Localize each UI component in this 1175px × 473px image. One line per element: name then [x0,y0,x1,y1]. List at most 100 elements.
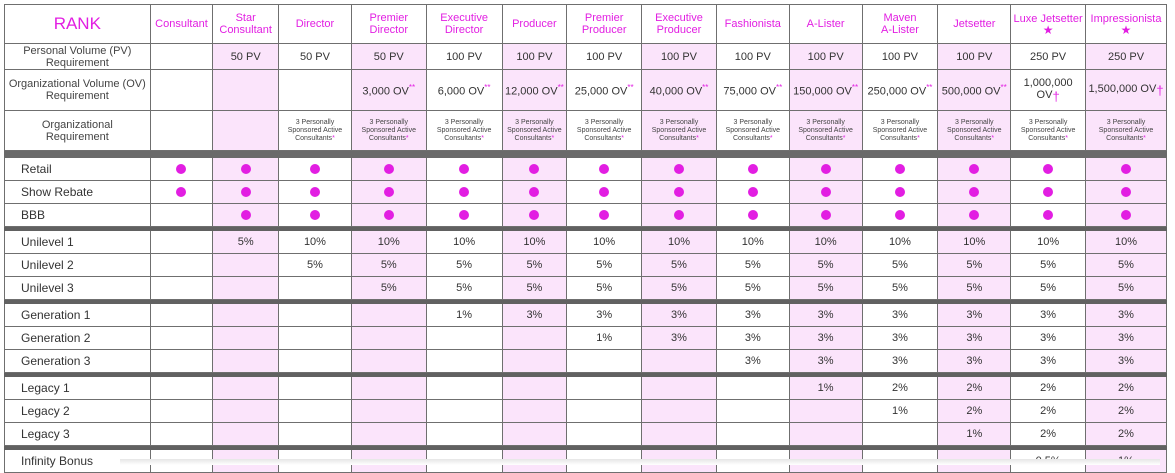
value-cell: 5% [350,253,427,277]
org-requirement-cell: 3 Personally Sponsored Active Consultants* [501,110,568,151]
benefit-cell [715,203,790,227]
value-cell: 5% [788,276,863,300]
rank-name-line1: Consultant [155,18,208,30]
org-requirement-line: 3 Personally [1028,118,1068,126]
benefit-row: Show Rebate [4,180,1167,204]
qualified-dot-icon [240,187,251,198]
benefit-cell [501,157,568,181]
row-label: Unilevel 3 [4,276,151,300]
table-row: Generation 2 1% 3% 3% 3% 3% 3% 3% 3% [4,326,1167,350]
benefit-cell [715,157,790,181]
value-cell: 3% [1010,326,1087,350]
org-requirement-cell [149,110,214,151]
value-cell: 10% [1010,230,1087,254]
benefit-cell [788,180,863,204]
asterisk-footnote-mark: * [696,134,699,142]
value-cell: 1% [566,326,643,350]
value-cell [715,376,790,400]
pv-value: 100 PV [501,43,568,70]
value-cell [212,422,280,446]
benefit-cell [861,157,939,181]
value-cell [212,276,280,300]
rank-name-line1: Premier [369,12,409,24]
pv-value [149,43,214,70]
value-cell: 2% [937,376,1012,400]
ov-value: 75,000 OV** [715,69,790,111]
asterisk-footnote-mark: * [1143,134,1146,142]
org-requirement-text: 3 Personally Sponsored Active Consultants* [503,119,566,143]
value-cell: 10% [788,230,863,254]
ov-value: 500,000 OV** [937,69,1012,111]
value-cell [425,349,503,373]
value-cell [350,326,427,350]
ov-value: 3,000 OV** [350,69,427,111]
value-cell [149,303,214,327]
separator-cell [278,150,352,158]
org-requirement-line: Sponsored Active [947,126,1002,134]
rank-column-header: Jetsetter [937,4,1012,44]
qualified-dot-icon [459,164,470,175]
qualified-dot-icon [529,164,540,175]
rank-column-header: Producer [501,4,568,44]
row-label: Retail [4,157,151,181]
value-cell [501,376,568,400]
ov-value [212,69,280,111]
benefit-cell [149,203,214,227]
value-cell: 2% [1085,399,1167,423]
org-requirement-row: Organizational Requirement 3 Personally Spo… [4,110,1167,151]
value-cell: 5% [566,253,643,277]
value-cell [641,399,717,423]
value-cell: 5% [1010,253,1087,277]
row-label: Personal Volume (PV) Requirement [4,43,151,70]
table-row: Unilevel 1 5% 10% 10% 10% 10% 10% 10% 10% 10% 10% 1… [4,230,1167,254]
benefit-cell [937,180,1012,204]
org-requirement-line: 3 Personally [444,118,484,126]
ov-value: 250,000 OV** [861,69,939,111]
value-cell: 5% [425,253,503,277]
org-requirement-text: 3 Personally Sponsored Active Consultants* [790,119,861,143]
value-cell: 3% [566,303,643,327]
org-requirement-line: Sponsored Active [576,126,632,134]
value-cell: 3% [1085,326,1167,350]
qualified-dot-icon [240,164,251,175]
value-cell [212,376,280,400]
row-label-text: Organizational Volume (OV) [8,78,146,90]
org-requirement-text: 3 Personally Sponsored Active Consultants* [568,118,641,143]
rank-name-line2: Director [444,24,484,36]
qualified-dot-icon [747,210,758,221]
org-requirement-text: 3 Personally Sponsored Active Consultants* [717,119,788,143]
asterisk-footnote-mark: * [481,134,484,142]
row-label: Unilevel 1 [4,230,151,254]
pv-value: 100 PV [937,43,1012,70]
asterisk-footnote-mark: * [621,134,625,142]
qualified-dot-icon [383,187,394,198]
benefit-cell [937,157,1012,181]
value-cell: 3% [937,349,1012,373]
table-row: Legacy 2 1% 2% 2% 2% [4,399,1167,423]
header-row: RANK Consultant Star Consultant Director Pre… [4,4,1167,44]
value-cell [788,422,863,446]
row-label-text: BBB [21,208,46,222]
value-cell: 3% [715,326,790,350]
org-requirement-line: 3 Personally [584,118,624,126]
qualified-dot-icon [969,164,980,175]
qualified-dot-icon [969,210,980,221]
row-label-text: Generation 3 [21,354,91,368]
row-label: Generation 2 [4,326,151,350]
value-cell: 5% [1010,276,1087,300]
org-requirement-cell: 3 Personally Sponsored Active Consultants* [1010,110,1087,151]
org-requirement-cell: 3 Personally Sponsored Active Consultants* [1085,110,1167,151]
benefit-cell [501,180,568,204]
value-cell [149,349,214,373]
benefit-cell [149,157,214,181]
rank-name-line2: Producer [656,24,702,36]
ov-value: 40,000 OV** [641,69,717,111]
ov-amount: 6,000 OV [437,85,485,98]
org-requirement-line: Sponsored Active [798,126,853,134]
separator-cell [566,150,643,158]
value-cell: 5% [641,276,717,300]
qualified-dot-icon [894,164,905,175]
org-requirement-cell: 3 Personally Sponsored Active Consultants* [350,110,427,151]
rank-column-header: Executive Producer [641,4,717,44]
qualified-dot-icon [599,210,610,221]
